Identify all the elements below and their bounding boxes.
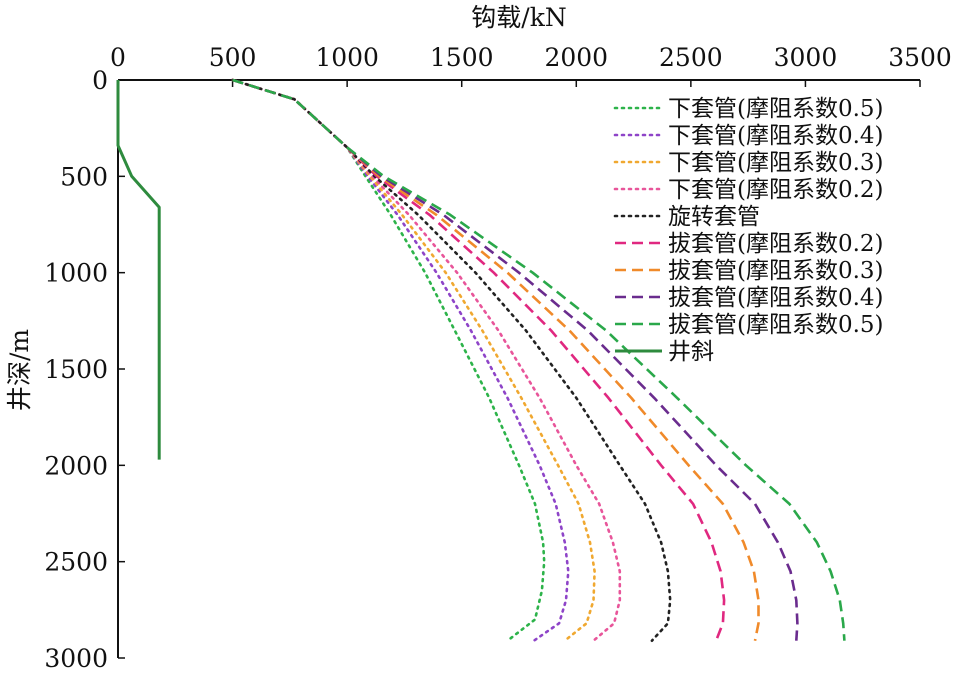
x-tick-label: 3000 [774, 43, 838, 72]
x-tick-label: 1000 [315, 43, 379, 72]
series-line [231, 78, 546, 642]
x-axis-title: 钩载/kN [471, 3, 566, 32]
y-tick-label: 2500 [44, 548, 108, 577]
x-tick-label: 0 [110, 43, 126, 72]
x-tick-label: 3500 [888, 43, 952, 72]
y-tick-label: 1500 [44, 355, 108, 384]
x-tick-label: 500 [209, 43, 257, 72]
series-line [231, 78, 622, 642]
legend-label: 下套管(摩阻系数0.3) [668, 150, 884, 176]
y-tick-label: 3000 [44, 644, 108, 673]
series-line [231, 78, 672, 642]
series-line [232, 78, 760, 641]
legend-label: 井斜 [668, 339, 714, 365]
axes: 0 500 1000 1500 2000 2500 3000 3500 0 500 1000 1500… [44, 43, 951, 673]
series-line [231, 78, 570, 642]
x-tick-label: 2000 [544, 43, 608, 72]
legend-label: 拔套管(摩阻系数0.2) [668, 231, 884, 257]
y-tick-label: 0 [92, 66, 108, 95]
legend-label: 拔套管(摩阻系数0.3) [668, 258, 884, 284]
legend-label: 下套管(摩阻系数0.5) [668, 96, 884, 122]
x-tick-label: 2500 [659, 43, 723, 72]
y-tick-label: 2000 [44, 451, 108, 480]
legend: 下套管(摩阻系数0.5)下套管(摩阻系数0.4)下套管(摩阻系数0.3)下套管(… [613, 96, 884, 365]
series-line [232, 78, 846, 641]
y-axis-title: 井深/m [5, 329, 34, 411]
legend-label: 下套管(摩阻系数0.2) [668, 177, 884, 203]
series-line [232, 78, 726, 642]
series-line [116, 80, 161, 460]
y-tick-label: 500 [60, 162, 108, 191]
series-group [116, 78, 846, 642]
series-line [231, 78, 596, 642]
series-line [232, 78, 799, 641]
y-tick-label: 1000 [44, 259, 108, 288]
legend-label: 旋转套管 [668, 204, 760, 230]
x-tick-label: 1500 [430, 43, 494, 72]
legend-label: 拔套管(摩阻系数0.4) [668, 285, 884, 311]
legend-label: 拔套管(摩阻系数0.5) [668, 312, 884, 338]
legend-label: 下套管(摩阻系数0.4) [668, 123, 884, 149]
